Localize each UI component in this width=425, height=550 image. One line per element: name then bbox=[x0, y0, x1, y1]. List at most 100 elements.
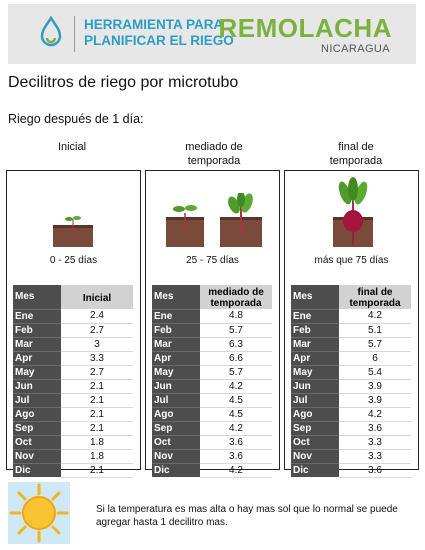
table-body: Ene 2.4 Feb 2.7 Mar 3 Apr 3.3 May 2.7 Jun 2.1 Jul 2.1… bbox=[13, 308, 133, 478]
table-row: May 5.7 bbox=[152, 364, 272, 380]
stage-panel-final: más que 75 días Mes final de temporada E… bbox=[284, 170, 419, 478]
value-cell: 5.7 bbox=[339, 337, 411, 352]
value-cell: 3.6 bbox=[200, 449, 272, 464]
value-cell: 2.1 bbox=[61, 463, 133, 478]
table-row: Jun 2.1 bbox=[13, 378, 133, 394]
month-cell: Jun bbox=[152, 378, 200, 393]
month-cell: Dic bbox=[13, 462, 61, 477]
stage-days-initial: 0 - 25 días bbox=[49, 255, 98, 266]
stage-days-mid: 25 - 75 días bbox=[186, 255, 239, 266]
month-cell: Apr bbox=[152, 350, 200, 365]
seedling-icon bbox=[53, 216, 93, 247]
irrigation-table-final: Mes final de temporada Ene 4.2 Feb 5.1 Mar 5.… bbox=[291, 285, 411, 478]
month-cell: Ago bbox=[152, 406, 200, 421]
value-cell: 5.7 bbox=[200, 365, 272, 380]
table-row: Nov 1.8 bbox=[13, 448, 133, 464]
month-cell: Ene bbox=[13, 308, 61, 323]
value-cell: 3.3 bbox=[339, 449, 411, 464]
brand-name: REMOLACHA bbox=[218, 13, 392, 43]
month-cell: Apr bbox=[291, 350, 339, 365]
banner-divider bbox=[74, 16, 75, 52]
value-cell: 4.2 bbox=[339, 309, 411, 324]
table-row: Jul 3.9 bbox=[291, 392, 411, 408]
table-row: Jul 4.5 bbox=[152, 392, 272, 408]
month-cell: Feb bbox=[291, 322, 339, 337]
table-row: Feb 5.7 bbox=[152, 322, 272, 338]
value-cell: 4.2 bbox=[200, 463, 272, 478]
table-row: Dic 3.6 bbox=[291, 462, 411, 478]
month-cell: Ago bbox=[291, 406, 339, 421]
value-cell: 5.1 bbox=[339, 323, 411, 338]
month-cell: Jul bbox=[13, 392, 61, 407]
value-cell: 2.7 bbox=[61, 323, 133, 338]
value-cell: 3 bbox=[61, 337, 133, 352]
table-row: Mar 3 bbox=[13, 336, 133, 352]
month-cell: Feb bbox=[13, 322, 61, 337]
value-cell: 1.8 bbox=[61, 449, 133, 464]
value-cell: 2.1 bbox=[61, 379, 133, 394]
month-cell: Sep bbox=[13, 420, 61, 435]
month-header: Mes bbox=[13, 285, 61, 309]
month-cell: Mar bbox=[291, 336, 339, 351]
value-cell: 4.2 bbox=[339, 407, 411, 422]
table-row: Oct 1.8 bbox=[13, 434, 133, 450]
stage-heading-mid: mediado de temporada bbox=[185, 141, 243, 167]
header-banner: HERRAMIENTA PARA PLANIFICAR EL RIEGO REM… bbox=[8, 4, 416, 64]
stage-table-header: mediado de temporada bbox=[200, 285, 272, 309]
month-cell: Oct bbox=[13, 434, 61, 449]
stage-panel-mid: 25 - 75 días Mes mediado de temporada En… bbox=[145, 170, 280, 478]
young-beet-icon bbox=[166, 193, 262, 247]
water-drop-logo-icon bbox=[40, 16, 62, 47]
month-cell: Jul bbox=[291, 392, 339, 407]
table-row: Ago 4.5 bbox=[152, 406, 272, 422]
table-row: Oct 3.3 bbox=[291, 434, 411, 450]
month-cell: Ene bbox=[291, 308, 339, 323]
table-row: Ago 4.2 bbox=[291, 406, 411, 422]
page-subtitle: Riego después de 1 día: bbox=[8, 112, 144, 126]
month-cell: Apr bbox=[13, 350, 61, 365]
table-row: Jun 4.2 bbox=[152, 378, 272, 394]
irrigation-table-mid: Mes mediado de temporada Ene 4.8 Feb 5.7 Mar… bbox=[152, 285, 272, 478]
value-cell: 3.6 bbox=[200, 435, 272, 450]
month-cell: Oct bbox=[152, 434, 200, 449]
table-row: Ago 2.1 bbox=[13, 406, 133, 422]
table-row: Dic 2.1 bbox=[13, 462, 133, 478]
value-cell: 3.3 bbox=[61, 351, 133, 366]
month-cell: Sep bbox=[152, 420, 200, 435]
tool-title-line-2: PLANIFICAR EL RIEGO bbox=[84, 33, 234, 48]
table-row: Ene 2.4 bbox=[13, 308, 133, 324]
irrigation-table-initial: Mes Inicial Ene 2.4 Feb 2.7 Mar 3 Apr 3.3 May 2.7… bbox=[13, 285, 133, 478]
month-cell: May bbox=[152, 364, 200, 379]
value-cell: 2.1 bbox=[61, 393, 133, 408]
value-cell: 2.4 bbox=[61, 309, 133, 324]
table-row: Apr 3.3 bbox=[13, 350, 133, 366]
table-row: Sep 4.2 bbox=[152, 420, 272, 436]
table-row: Mar 5.7 bbox=[291, 336, 411, 352]
country-name: NICARAGUA bbox=[321, 43, 390, 55]
value-cell: 4.2 bbox=[200, 379, 272, 394]
month-cell: May bbox=[291, 364, 339, 379]
value-cell: 2.1 bbox=[61, 421, 133, 436]
page-title: Decilitros de riego por microtubo bbox=[8, 74, 239, 91]
value-cell: 3.9 bbox=[339, 379, 411, 394]
value-cell: 6 bbox=[339, 351, 411, 366]
value-cell: 4.5 bbox=[200, 407, 272, 422]
month-cell: Ago bbox=[13, 406, 61, 421]
table-row: Sep 2.1 bbox=[13, 420, 133, 436]
table-row: Jul 2.1 bbox=[13, 392, 133, 408]
table-row: Jun 3.9 bbox=[291, 378, 411, 394]
month-cell: Jul bbox=[152, 392, 200, 407]
month-cell: Jun bbox=[291, 378, 339, 393]
value-cell: 3.6 bbox=[339, 463, 411, 478]
table-row: Sep 3.6 bbox=[291, 420, 411, 436]
month-cell: Sep bbox=[291, 420, 339, 435]
table-row: Mar 6.3 bbox=[152, 336, 272, 352]
mature-beet-icon bbox=[333, 177, 373, 247]
month-cell: May bbox=[13, 364, 61, 379]
month-header: Mes bbox=[152, 285, 200, 309]
table-row: Nov 3.3 bbox=[291, 448, 411, 464]
month-cell: Ene bbox=[152, 308, 200, 323]
stage-table-header: final de temporada bbox=[339, 285, 411, 309]
table-body: Ene 4.2 Feb 5.1 Mar 5.7 Apr 6 May 5.4 Jun 3.9 Jul 3.9… bbox=[291, 308, 411, 478]
sun-icon bbox=[8, 482, 70, 544]
